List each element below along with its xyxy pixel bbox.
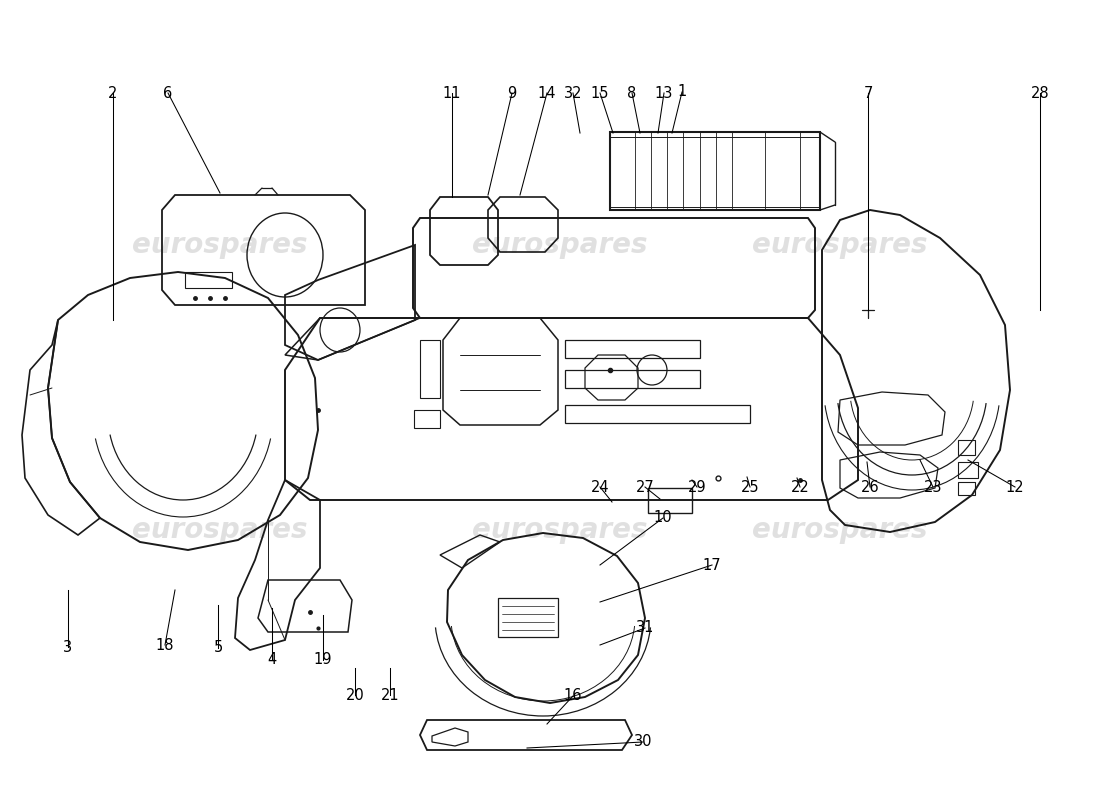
Text: 25: 25 (740, 479, 759, 494)
Text: 8: 8 (627, 86, 637, 101)
Text: 11: 11 (442, 86, 461, 101)
Text: 21: 21 (381, 687, 399, 702)
Text: 28: 28 (1031, 86, 1049, 101)
Text: 13: 13 (654, 86, 673, 101)
Text: 15: 15 (591, 86, 609, 101)
Text: 4: 4 (267, 653, 276, 667)
Text: eurospares: eurospares (472, 231, 648, 259)
Text: 2: 2 (108, 86, 118, 101)
Text: 14: 14 (538, 86, 557, 101)
Text: 22: 22 (791, 479, 810, 494)
Text: 3: 3 (64, 639, 73, 654)
Text: 30: 30 (634, 734, 652, 750)
Text: 1: 1 (678, 85, 686, 99)
Text: eurospares: eurospares (752, 231, 927, 259)
Text: eurospares: eurospares (752, 516, 927, 544)
Text: 7: 7 (864, 86, 872, 101)
Text: 23: 23 (924, 479, 943, 494)
Text: eurospares: eurospares (132, 516, 308, 544)
Text: 27: 27 (636, 479, 654, 494)
Text: eurospares: eurospares (472, 516, 648, 544)
Text: 12: 12 (1005, 479, 1024, 494)
Text: 24: 24 (591, 479, 609, 494)
Text: eurospares: eurospares (132, 231, 308, 259)
Text: 16: 16 (563, 689, 582, 703)
Text: 5: 5 (213, 641, 222, 655)
Text: 6: 6 (164, 86, 173, 101)
Text: 29: 29 (688, 479, 706, 494)
Text: 18: 18 (156, 638, 174, 653)
Text: 31: 31 (636, 621, 654, 635)
Text: 17: 17 (703, 558, 722, 573)
Text: 32: 32 (563, 86, 582, 101)
Text: 20: 20 (345, 687, 364, 702)
Text: 26: 26 (860, 479, 879, 494)
Text: 10: 10 (653, 510, 672, 526)
Text: 19: 19 (314, 653, 332, 667)
Text: 9: 9 (507, 86, 517, 101)
